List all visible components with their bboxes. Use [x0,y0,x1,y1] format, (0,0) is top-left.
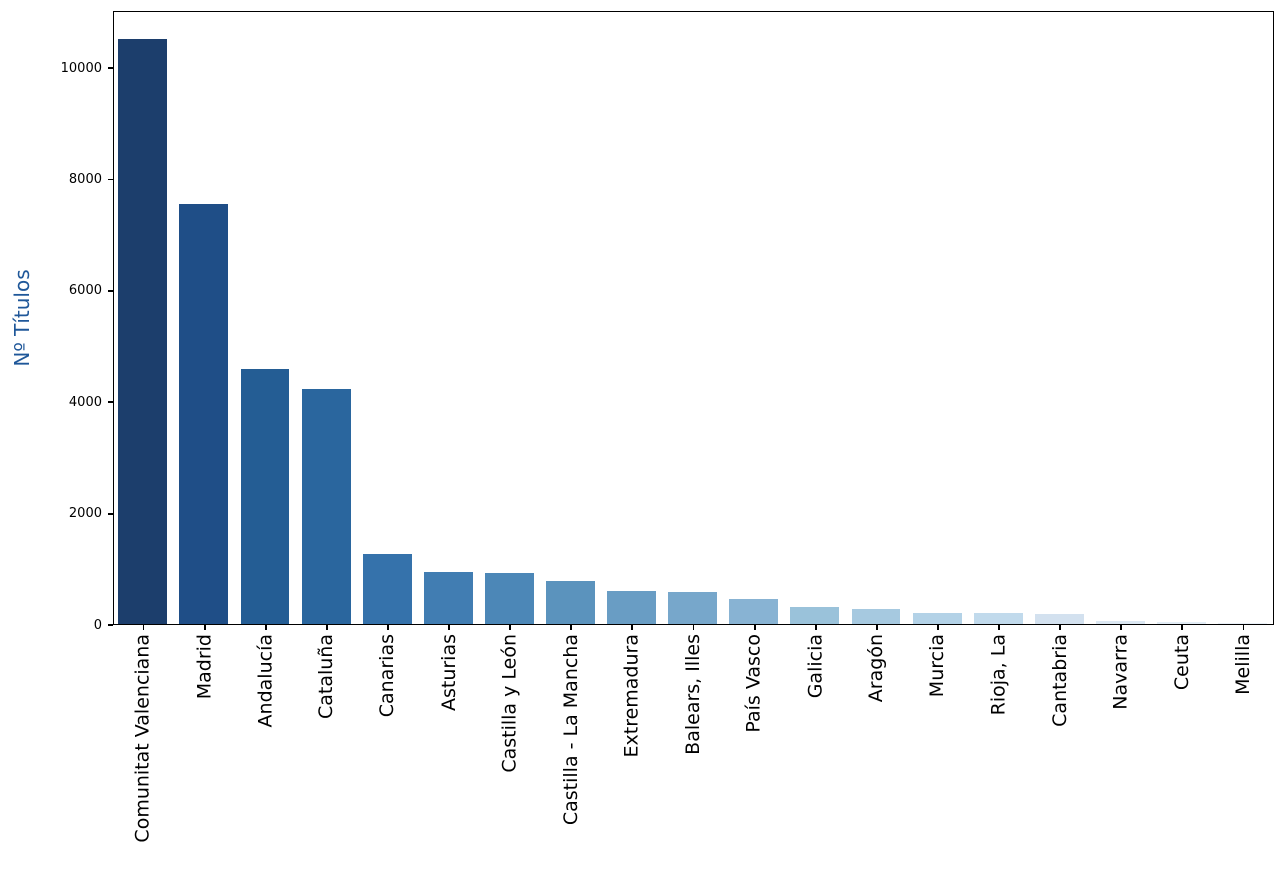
bar [301,388,351,624]
x-tick-label-text: Melilla [1231,634,1254,695]
bar [1095,620,1145,624]
x-tick-mark [692,625,695,630]
x-tick-mark [142,625,145,630]
bar [729,598,779,624]
x-tick-label-text: Andalucía [254,634,277,728]
x-tick-label-text: Castilla - La Mancha [559,634,582,826]
y-tick-label: 6000 [68,283,102,299]
x-tick-label-text: Balears, Illes [682,634,704,755]
bar [1157,622,1206,624]
y-tick-label: 8000 [68,171,102,187]
x-tick-label-text: Madrid [193,634,216,700]
bar [1034,613,1084,624]
bar [362,553,412,624]
y-tick-label: 2000 [68,506,102,522]
x-tick-label-text: Canarias [376,634,399,718]
plot-area [113,11,1274,625]
bar [546,580,595,624]
x-tick-label-text: Navarra [1109,634,1132,710]
y-tick-label: 4000 [68,394,102,410]
x-tick-label-text: Rioja, La [987,634,1010,716]
x-tick-label-text: Castilla y León [498,634,521,773]
x-tick-label-text: Cantabria [1048,634,1071,727]
bar [179,203,229,624]
bar [790,607,840,624]
y-tick-mark [108,624,113,626]
y-tick-mark [108,178,113,181]
x-tick-mark [1059,625,1062,630]
x-tick-mark [325,625,328,630]
x-tick-mark [875,625,878,630]
x-tick-label-text: Ceuta [1170,634,1193,691]
bar [423,571,473,624]
x-tick-mark [387,625,389,630]
x-tick-mark [570,625,573,630]
bar [973,613,1023,624]
bar [912,613,962,624]
x-tick-label-text: Extremadura [620,634,643,758]
x-tick-mark [264,625,267,630]
x-tick-mark [1242,625,1245,630]
x-tick-mark [448,625,450,630]
x-tick-mark [753,625,756,630]
y-tick-label: 10000 [60,60,102,76]
y-tick-label: 0 [93,617,102,633]
bar [668,591,718,624]
bar [240,368,290,624]
bar [607,590,657,624]
x-tick-label-text: Murcia [926,634,949,698]
bar [851,608,901,624]
x-tick-mark [998,625,1000,630]
x-tick-label-text: Aragón [865,634,888,703]
bar [484,572,534,624]
x-tick-mark [509,625,512,630]
x-tick-label-text: Galicia [804,634,827,699]
y-tick-mark [108,289,113,292]
bar [118,39,168,624]
x-tick-label-text: País Vasco [743,634,766,733]
y-tick-mark [108,512,113,515]
x-tick-label-text: Asturias [437,634,460,712]
y-axis-label: Nº Títulos [10,269,34,367]
x-tick-mark [1120,625,1123,630]
x-tick-mark [1181,625,1184,630]
x-tick-label-text: Cataluña [315,634,338,720]
bar [1218,623,1268,624]
y-tick-mark [108,67,113,69]
x-tick-mark [203,625,206,630]
x-tick-mark [814,625,817,630]
x-tick-mark [937,625,939,630]
x-tick-mark [631,625,634,630]
y-tick-mark [108,401,113,404]
x-tick-label-text: Comunitat Valenciana [132,634,155,843]
